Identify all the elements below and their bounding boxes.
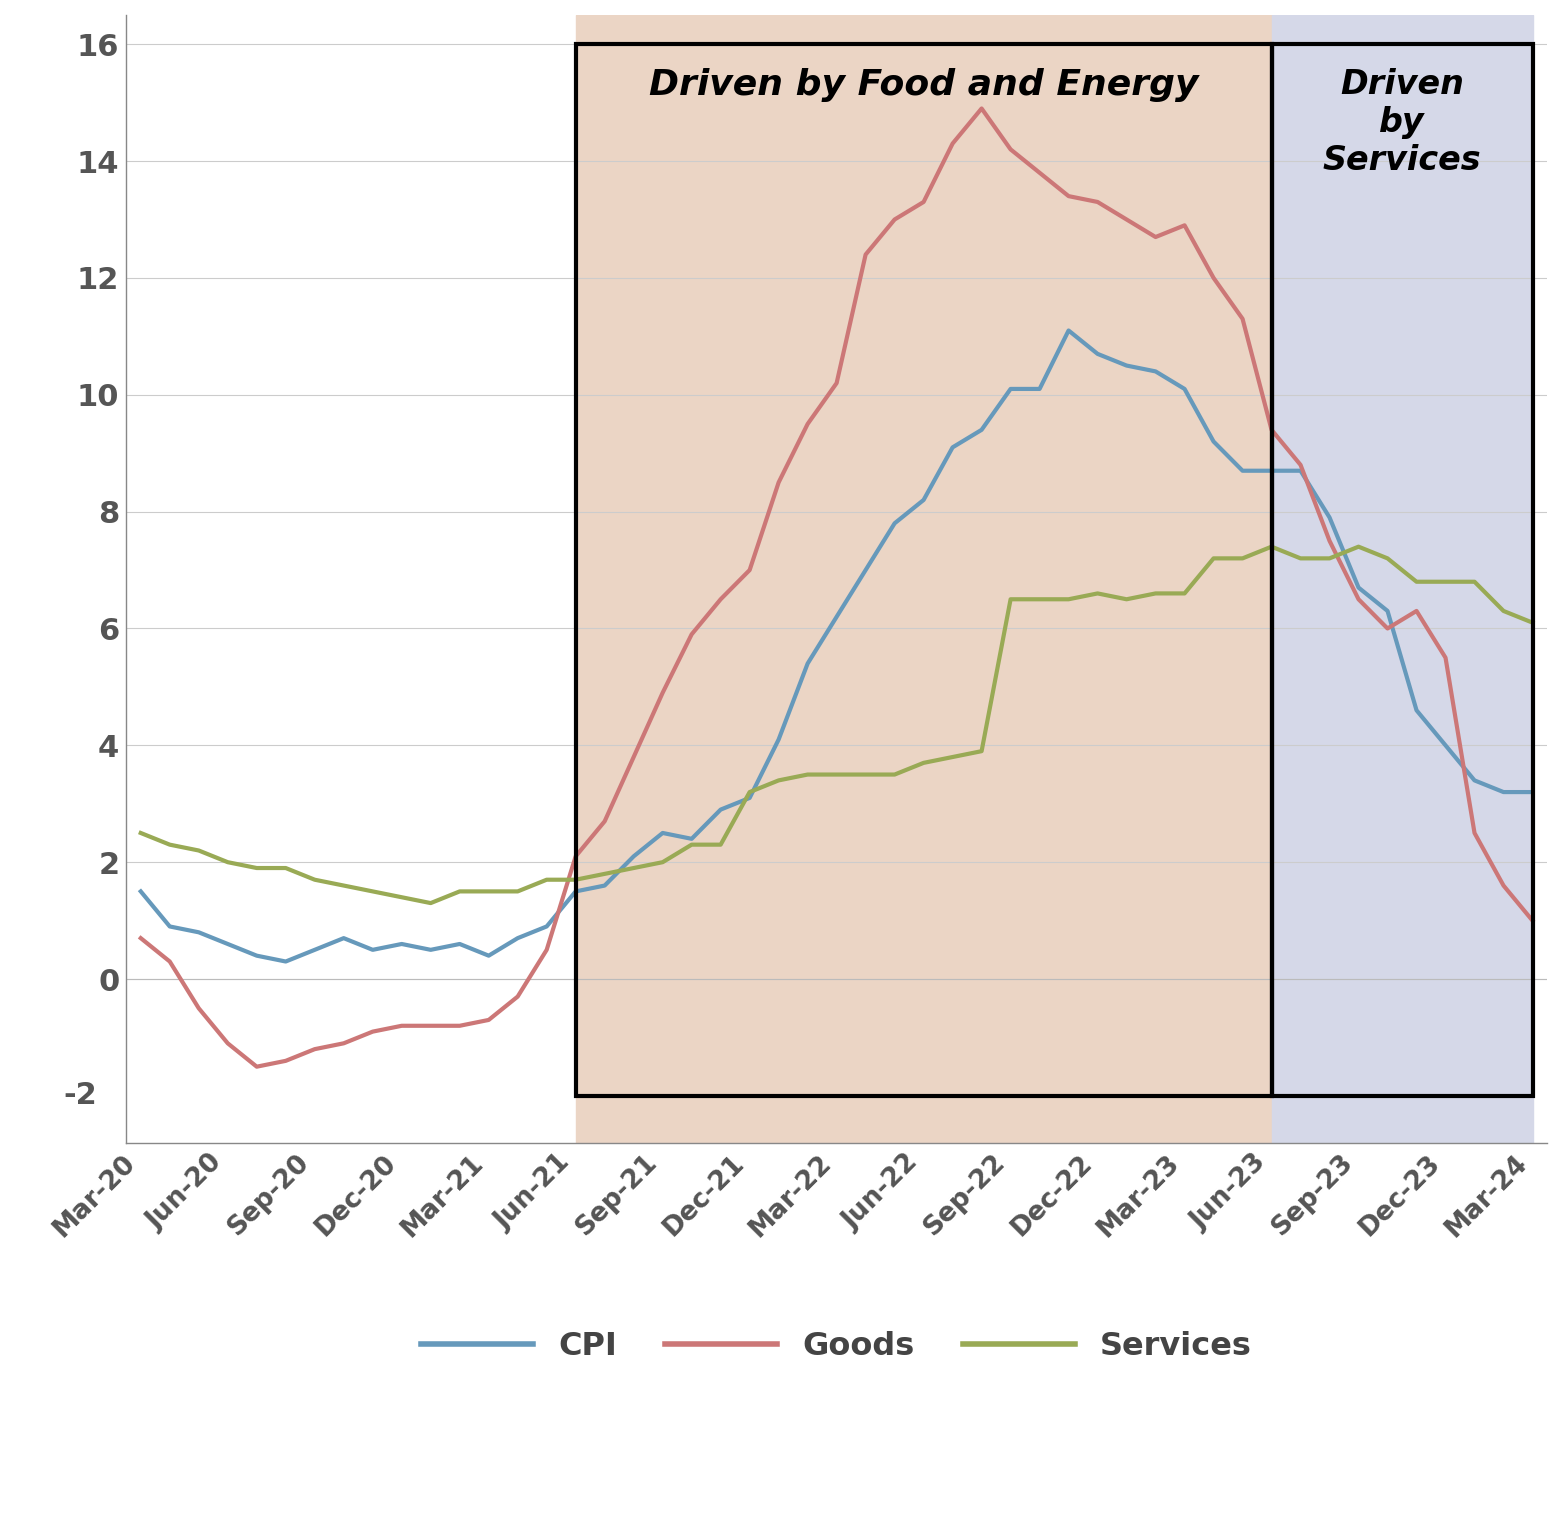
Bar <box>576 15 1271 1142</box>
Bar <box>1271 15 1532 1142</box>
Bar <box>576 44 1271 1097</box>
Text: Driven by Food and Energy: Driven by Food and Energy <box>648 67 1198 102</box>
Legend: CPI, Goods, Services: CPI, Goods, Services <box>408 1319 1265 1375</box>
Text: Driven
by
Services: Driven by Services <box>1323 67 1481 176</box>
Bar <box>1271 44 1532 1097</box>
Text: -2: -2 <box>64 1081 97 1110</box>
